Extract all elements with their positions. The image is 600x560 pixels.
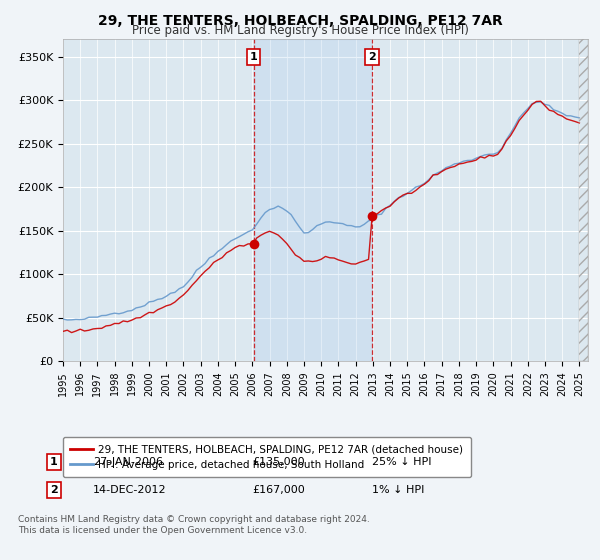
Text: 29, THE TENTERS, HOLBEACH, SPALDING, PE12 7AR: 29, THE TENTERS, HOLBEACH, SPALDING, PE1… bbox=[98, 14, 502, 28]
Text: 14-DEC-2012: 14-DEC-2012 bbox=[93, 485, 167, 495]
Text: 1: 1 bbox=[250, 52, 257, 62]
Text: 1% ↓ HPI: 1% ↓ HPI bbox=[372, 485, 424, 495]
Text: £135,000: £135,000 bbox=[252, 457, 305, 467]
Text: 1: 1 bbox=[50, 457, 58, 467]
Text: 27-JAN-2006: 27-JAN-2006 bbox=[93, 457, 163, 467]
Text: 2: 2 bbox=[368, 52, 376, 62]
Text: £167,000: £167,000 bbox=[252, 485, 305, 495]
Text: Contains HM Land Registry data © Crown copyright and database right 2024.
This d: Contains HM Land Registry data © Crown c… bbox=[18, 515, 370, 535]
Legend: 29, THE TENTERS, HOLBEACH, SPALDING, PE12 7AR (detached house), HPI: Average pri: 29, THE TENTERS, HOLBEACH, SPALDING, PE1… bbox=[63, 437, 470, 477]
Text: 2: 2 bbox=[50, 485, 58, 495]
Text: 25% ↓ HPI: 25% ↓ HPI bbox=[372, 457, 431, 467]
Bar bbox=[254, 39, 372, 361]
Text: Price paid vs. HM Land Registry's House Price Index (HPI): Price paid vs. HM Land Registry's House … bbox=[131, 24, 469, 37]
